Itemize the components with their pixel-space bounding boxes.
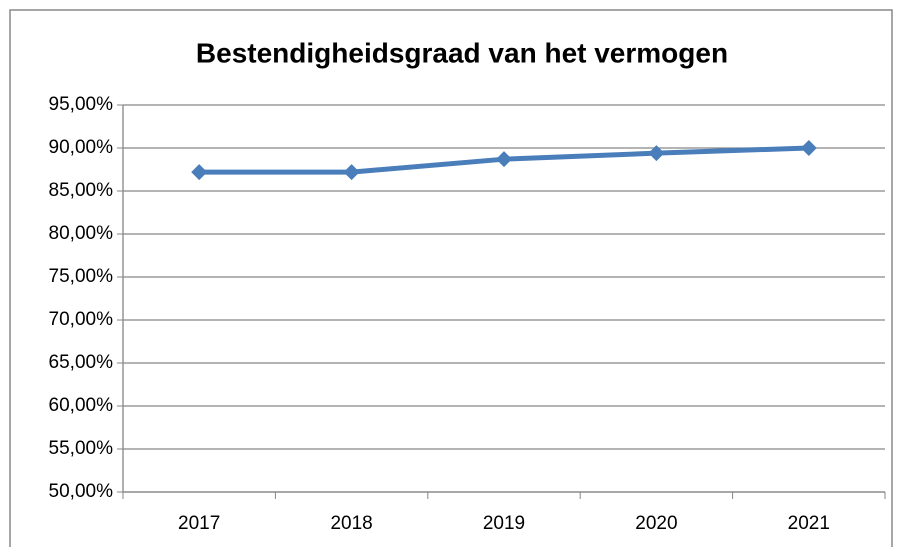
x-tick-label: 2018 xyxy=(330,513,372,534)
x-tick-label: 2017 xyxy=(178,513,220,534)
x-tick-label: 2021 xyxy=(788,513,830,534)
data-point xyxy=(648,145,665,162)
y-tick-label: 80,00% xyxy=(49,223,114,244)
x-tick-label: 2019 xyxy=(483,513,525,534)
y-tick-label: 95,00% xyxy=(49,94,114,115)
y-tick-label: 60,00% xyxy=(49,395,114,416)
y-tick-label: 70,00% xyxy=(49,309,114,330)
y-tick-label: 85,00% xyxy=(49,180,114,201)
data-point xyxy=(800,140,817,156)
data-point xyxy=(496,151,512,168)
chart-frame xyxy=(9,9,893,547)
y-tick-label: 90,00% xyxy=(49,137,114,158)
y-tick-label: 75,00% xyxy=(49,266,114,287)
data-point xyxy=(191,164,208,181)
y-tick-label: 65,00% xyxy=(49,352,114,373)
x-tick-label: 2020 xyxy=(635,513,677,534)
data-point xyxy=(343,164,360,181)
chart-title: Bestendigheidsgraad van het vermogen xyxy=(196,37,728,68)
y-tick-label: 55,00% xyxy=(49,438,114,459)
y-tick-label: 50,00% xyxy=(49,481,114,502)
